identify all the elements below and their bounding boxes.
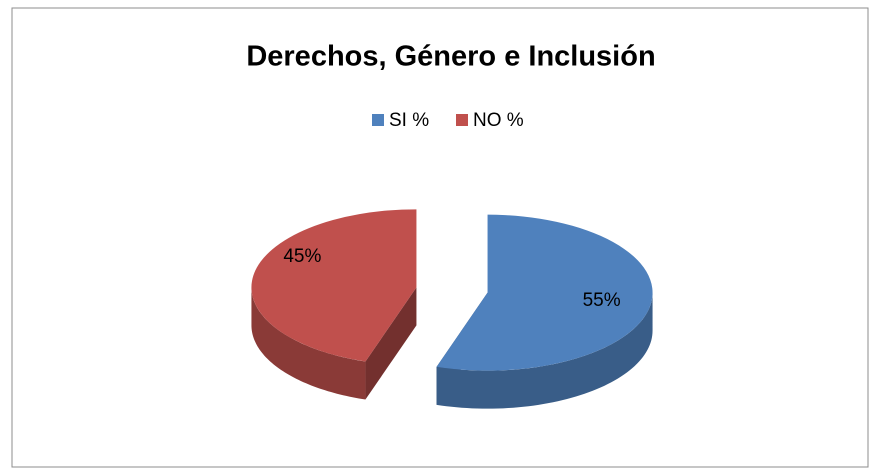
- legend-swatch: [372, 114, 384, 126]
- pie-slice: [251, 209, 417, 362]
- slice-wall: [251, 287, 366, 400]
- slice-wall: [436, 292, 653, 409]
- pie-slice: [436, 214, 653, 371]
- data-label: 45%: [283, 246, 321, 267]
- legend-swatch: [456, 114, 468, 126]
- chart-title: Derechos, Género e Inclusión: [246, 41, 655, 73]
- slice-side: [365, 287, 417, 400]
- legend-label: NO %: [473, 110, 524, 131]
- legend-label: SI %: [389, 110, 429, 131]
- data-label: 55%: [583, 290, 621, 311]
